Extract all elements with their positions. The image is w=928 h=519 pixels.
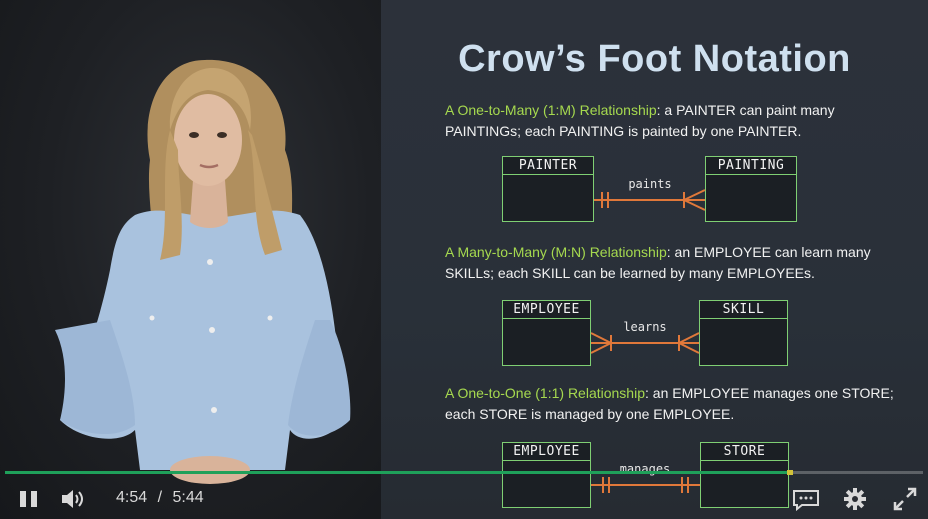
progress-marker[interactable] [786, 470, 793, 475]
entity-name: SKILL [700, 301, 787, 319]
entity-store: STORE [700, 442, 789, 508]
entity-employee-2: EMPLOYEE [502, 442, 591, 508]
current-time: 4:54 [116, 489, 148, 506]
one-to-many-heading: A One-to-Many (1:M) Relationship [445, 102, 657, 118]
fullscreen-icon[interactable] [893, 487, 917, 511]
entity-painting: PAINTING [705, 156, 797, 222]
slide-area [381, 0, 928, 519]
one-to-one-description: A One-to-One (1:1) Relationship: an EMPL… [445, 383, 905, 425]
volume-icon[interactable] [60, 487, 88, 511]
one-to-one-connector [591, 477, 700, 493]
entity-skill: SKILL [699, 300, 788, 366]
many-to-many-connector [590, 332, 700, 354]
pause-icon[interactable] [18, 488, 40, 510]
entity-name: EMPLOYEE [503, 301, 590, 319]
presenter-figure [55, 59, 351, 484]
entity-name: PAINTING [706, 157, 796, 175]
relationship-label-paints: paints [628, 177, 672, 191]
entity-employee: EMPLOYEE [502, 300, 591, 366]
one-to-one-heading: A One-to-One (1:1) Relationship [445, 385, 645, 401]
one-to-one-text-line1: : an EMPLOYEE manages one STORE; [645, 385, 894, 401]
many-to-many-text-line2: SKILLs; each SKILL can be learned by man… [445, 265, 815, 281]
progress-bar[interactable] [5, 470, 923, 475]
one-to-many-description: A One-to-Many (1:M) Relationship: a PAIN… [445, 100, 905, 142]
relationship-label-learns: learns [623, 320, 667, 334]
entity-name: EMPLOYEE [503, 443, 590, 461]
captions-icon[interactable] [792, 489, 820, 511]
entity-name: PAINTER [503, 157, 593, 175]
slide-title: Crow’s Foot Notation [458, 38, 851, 80]
one-to-many-connector [594, 189, 706, 211]
presenter-area [0, 0, 381, 519]
entity-painter: PAINTER [502, 156, 594, 222]
time-separator: / [157, 489, 163, 506]
many-to-many-heading: A Many-to-Many (M:N) Relationship [445, 244, 667, 260]
entity-name: STORE [701, 443, 788, 461]
many-to-many-description: A Many-to-Many (M:N) Relationship: an EM… [445, 242, 905, 284]
gear-icon[interactable] [843, 487, 867, 511]
many-to-many-text-line1: : an EMPLOYEE can learn many [666, 244, 871, 260]
progress-fill [5, 471, 790, 474]
duration: 5:44 [172, 489, 204, 506]
time-display: 4:54 / 5:44 [116, 489, 204, 507]
one-to-one-text-line2: each STORE is managed by one EMPLOYEE. [445, 406, 735, 422]
one-to-many-text-line2: PAINTINGs; each PAINTING is painted by o… [445, 123, 802, 139]
one-to-many-text-line1: : a PAINTER can paint many [656, 102, 835, 118]
